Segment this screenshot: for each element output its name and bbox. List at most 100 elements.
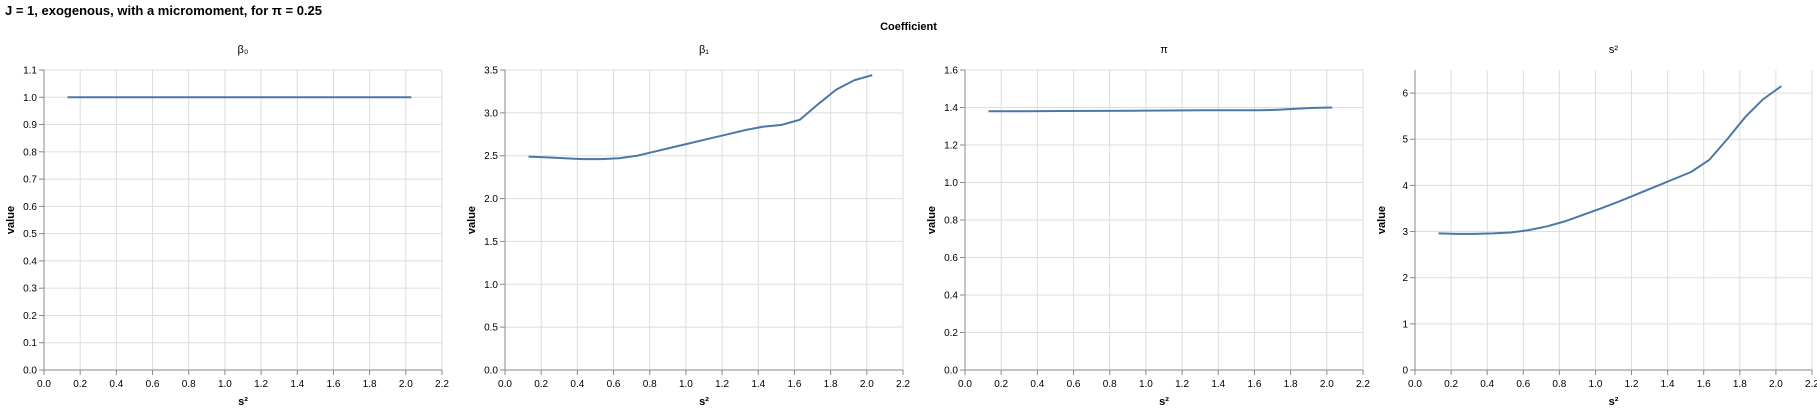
y-tick-label: 2: [1402, 273, 1408, 284]
x-tick-label: 1.0: [1139, 379, 1153, 390]
x-tick-label: 1.6: [1697, 379, 1711, 390]
series-line: [528, 74, 873, 161]
y-tick-label: 0.2: [23, 311, 37, 322]
y-tick-label: 0.5: [484, 323, 498, 334]
x-axis-title: s²: [1159, 396, 1169, 408]
y-tick-label: 0.1: [23, 338, 37, 349]
x-tick-label: 1.2: [715, 379, 729, 390]
x-tick-label: 1.8: [363, 379, 377, 390]
x-tick-label: 2.0: [1320, 379, 1334, 390]
x-tick-label: 0.2: [73, 379, 87, 390]
y-tick-label: 0.7: [23, 175, 37, 186]
y-tick-label: 5: [1402, 135, 1408, 146]
y-tick-label: 0.4: [944, 291, 958, 302]
x-tick-label: 2.0: [399, 379, 413, 390]
x-tick-label: 0.6: [146, 379, 160, 390]
x-tick-label: 0.0: [1408, 379, 1422, 390]
y-tick-label: 1.6: [944, 66, 958, 77]
x-tick-label: 0.0: [498, 379, 512, 390]
x-tick-label: 0.4: [1480, 379, 1494, 390]
y-tick-label: 3.0: [484, 108, 498, 119]
y-tick-label: 2.5: [484, 151, 498, 162]
x-tick-label: 1.4: [1661, 379, 1675, 390]
panel-title: s²: [1609, 44, 1619, 56]
x-tick-label: 0.8: [643, 379, 657, 390]
x-tick-label: 0.2: [534, 379, 548, 390]
y-tick-label: 0.3: [23, 284, 37, 295]
x-tick-label: 1.2: [1175, 379, 1189, 390]
x-tick-label: 2.0: [860, 379, 874, 390]
x-tick-label: 1.8: [1284, 379, 1298, 390]
chart-panel-1: 0.0 0.5 1.0 1.5 2.0 2.5 3.0 3.5 0.0 0.2 0.4 0.6 0.8 1…: [466, 44, 910, 408]
x-tick-label: 0.4: [570, 379, 584, 390]
y-tick-label: 3.5: [484, 66, 498, 77]
x-tick-label: 1.4: [1211, 379, 1225, 390]
x-tick-label: 1.2: [1625, 379, 1639, 390]
panel-title: β₀: [238, 44, 249, 56]
x-axis-title: s²: [699, 396, 709, 408]
x-tick-label: 1.6: [1248, 379, 1262, 390]
x-tick-label: 2.2: [896, 379, 910, 390]
x-tick-label: 0.4: [109, 379, 123, 390]
x-tick-label: 0.2: [1444, 379, 1458, 390]
y-tick-label: 0.0: [23, 366, 37, 377]
x-axis-title: s²: [1609, 396, 1619, 408]
y-tick-label: 4: [1402, 181, 1408, 192]
y-axis-title: value: [466, 206, 478, 234]
panel-title: π: [1160, 44, 1168, 56]
chart-panel-2: 0.0 0.2 0.4 0.6 0.8 1.0 1.2 1.4 1.6 0.0 0.2 0.4 0.6 0…: [926, 44, 1370, 408]
y-axis-title: value: [926, 206, 938, 234]
x-tick-label: 2.2: [435, 379, 449, 390]
series-line: [1438, 85, 1782, 235]
y-tick-label: 0.2: [944, 328, 958, 339]
y-axis-title: value: [1376, 206, 1388, 234]
y-tick-label: 0.0: [484, 366, 498, 377]
facet-header: Coefficient: [880, 21, 937, 33]
series-line: [988, 106, 1333, 113]
x-tick-label: 1.6: [788, 379, 802, 390]
x-tick-label: 0.6: [607, 379, 621, 390]
x-tick-label: 2.2: [1356, 379, 1370, 390]
x-tick-label: 0.6: [1516, 379, 1530, 390]
x-tick-label: 0.0: [37, 379, 51, 390]
chart-panel-3: 0 1 2 3 4 5 6 0.0 0.2 0.4 0.6 0.8 1.0 1.2 1.4 1.6 1.8 2.0…: [1376, 44, 1817, 408]
x-tick-label: 1.4: [290, 379, 304, 390]
main-title: J = 1, exogenous, with a micromoment, fo…: [5, 3, 322, 18]
x-tick-label: 0.4: [1030, 379, 1044, 390]
y-tick-label: 3: [1402, 227, 1408, 238]
y-tick-label: 0.8: [944, 216, 958, 227]
x-tick-label: 0.6: [1067, 379, 1081, 390]
y-tick-label: 6: [1402, 89, 1408, 100]
x-tick-label: 0.8: [1103, 379, 1117, 390]
y-tick-label: 1.1: [23, 66, 37, 77]
x-tick-label: 2.2: [1805, 379, 1817, 390]
x-tick-label: 0.8: [1552, 379, 1566, 390]
x-tick-label: 1.8: [824, 379, 838, 390]
y-tick-label: 1.0: [484, 280, 498, 291]
y-tick-label: 2.0: [484, 194, 498, 205]
x-tick-label: 1.2: [254, 379, 268, 390]
y-tick-label: 0: [1402, 366, 1408, 377]
x-axis-title: s²: [238, 396, 248, 408]
x-tick-label: 0.2: [994, 379, 1008, 390]
y-tick-label: 0.6: [944, 253, 958, 264]
y-tick-label: 1.0: [944, 178, 958, 189]
x-tick-label: 2.0: [1769, 379, 1783, 390]
panel-title: β₁: [699, 44, 709, 56]
x-tick-label: 1.0: [218, 379, 232, 390]
y-tick-label: 0.9: [23, 120, 37, 131]
x-tick-label: 1.0: [1589, 379, 1603, 390]
y-tick-label: 1.2: [944, 141, 958, 152]
y-tick-label: 1.0: [23, 93, 37, 104]
x-tick-label: 1.0: [679, 379, 693, 390]
y-tick-label: 0.8: [23, 147, 37, 158]
x-tick-label: 1.4: [751, 379, 765, 390]
x-tick-label: 1.6: [327, 379, 341, 390]
y-axis-title: value: [5, 206, 17, 234]
y-tick-label: 1.5: [484, 237, 498, 248]
y-tick-label: 0.6: [23, 202, 37, 213]
chart-panel-0: 0.0 0.1 0.2 0.3 0.4 0.5 0.6 0.7 0.8 0.9 1.0 1.1 0.0 0…: [5, 44, 449, 408]
y-tick-label: 0.4: [23, 256, 37, 267]
y-tick-label: 0.0: [944, 366, 958, 377]
